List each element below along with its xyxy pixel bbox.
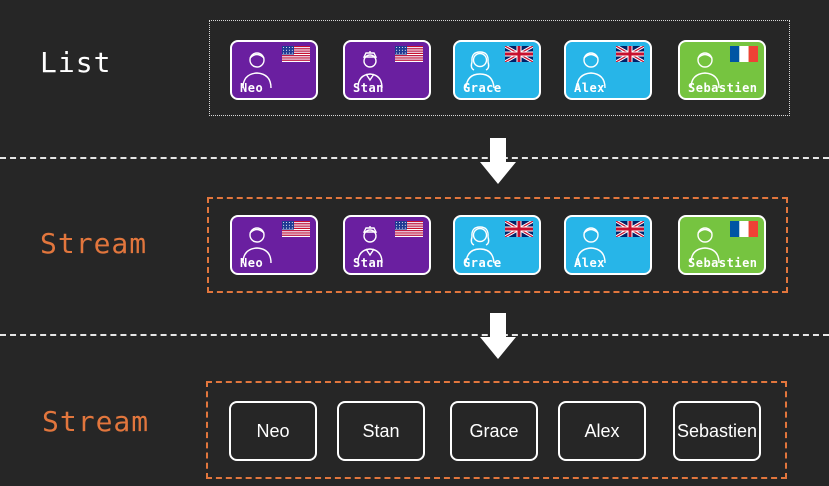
- name-box-sebastien: Sebastien: [673, 401, 761, 461]
- user-card-neo: Neo: [230, 215, 318, 275]
- name-box-alex: Alex: [558, 401, 646, 461]
- uk-flag-icon: [615, 219, 645, 239]
- man-icon: [574, 223, 608, 265]
- user-name: Stan: [353, 81, 384, 95]
- us-flag-icon: [282, 46, 310, 62]
- separator-line: [0, 157, 829, 159]
- down-arrow-icon: [480, 138, 516, 184]
- man-icon: [688, 223, 722, 265]
- user-card-neo: Neo: [230, 40, 318, 100]
- man-icon: [240, 223, 274, 265]
- man-with-cap-icon: [353, 48, 387, 90]
- user-card-grace: Grace: [453, 215, 541, 275]
- uk-flag-icon: [615, 44, 645, 64]
- user-name: Grace: [463, 81, 502, 95]
- stream-container: [207, 197, 788, 293]
- france-flag-icon: [730, 221, 758, 237]
- uk-flag-icon: [504, 219, 534, 239]
- user-card-sebastien: Sebastien: [678, 40, 766, 100]
- user-name: Sebastien: [688, 81, 758, 95]
- user-name: Stan: [353, 256, 384, 270]
- user-name: Grace: [463, 256, 502, 270]
- name-box-stan: Stan: [337, 401, 425, 461]
- uk-flag-icon: [504, 44, 534, 64]
- user-card-grace: Grace: [453, 40, 541, 100]
- stream-names-container: [206, 381, 787, 479]
- user-card-alex: Alex: [564, 215, 652, 275]
- man-icon: [688, 48, 722, 90]
- user-name: Neo: [240, 256, 264, 270]
- us-flag-icon: [395, 46, 423, 62]
- down-arrow-icon: [480, 313, 516, 359]
- user-name: Alex: [574, 256, 605, 270]
- user-name: Sebastien: [688, 256, 758, 270]
- user-card-alex: Alex: [564, 40, 652, 100]
- man-with-cap-icon: [353, 223, 387, 265]
- list-row-label: List: [40, 46, 112, 79]
- woman-icon: [463, 223, 497, 265]
- user-card-stan: Stan: [343, 215, 431, 275]
- us-flag-icon: [395, 221, 423, 237]
- man-icon: [574, 48, 608, 90]
- user-card-sebastien: Sebastien: [678, 215, 766, 275]
- user-card-stan: Stan: [343, 40, 431, 100]
- list-container: [209, 20, 790, 116]
- woman-icon: [463, 48, 497, 90]
- us-flag-icon: [282, 221, 310, 237]
- separator-line: [0, 334, 829, 336]
- man-icon: [240, 48, 274, 90]
- stream-names-row-label: Stream: [42, 405, 150, 438]
- name-box-grace: Grace: [450, 401, 538, 461]
- name-box-neo: Neo: [229, 401, 317, 461]
- france-flag-icon: [730, 46, 758, 62]
- user-name: Neo: [240, 81, 264, 95]
- user-name: Alex: [574, 81, 605, 95]
- stream-row-label: Stream: [40, 227, 148, 260]
